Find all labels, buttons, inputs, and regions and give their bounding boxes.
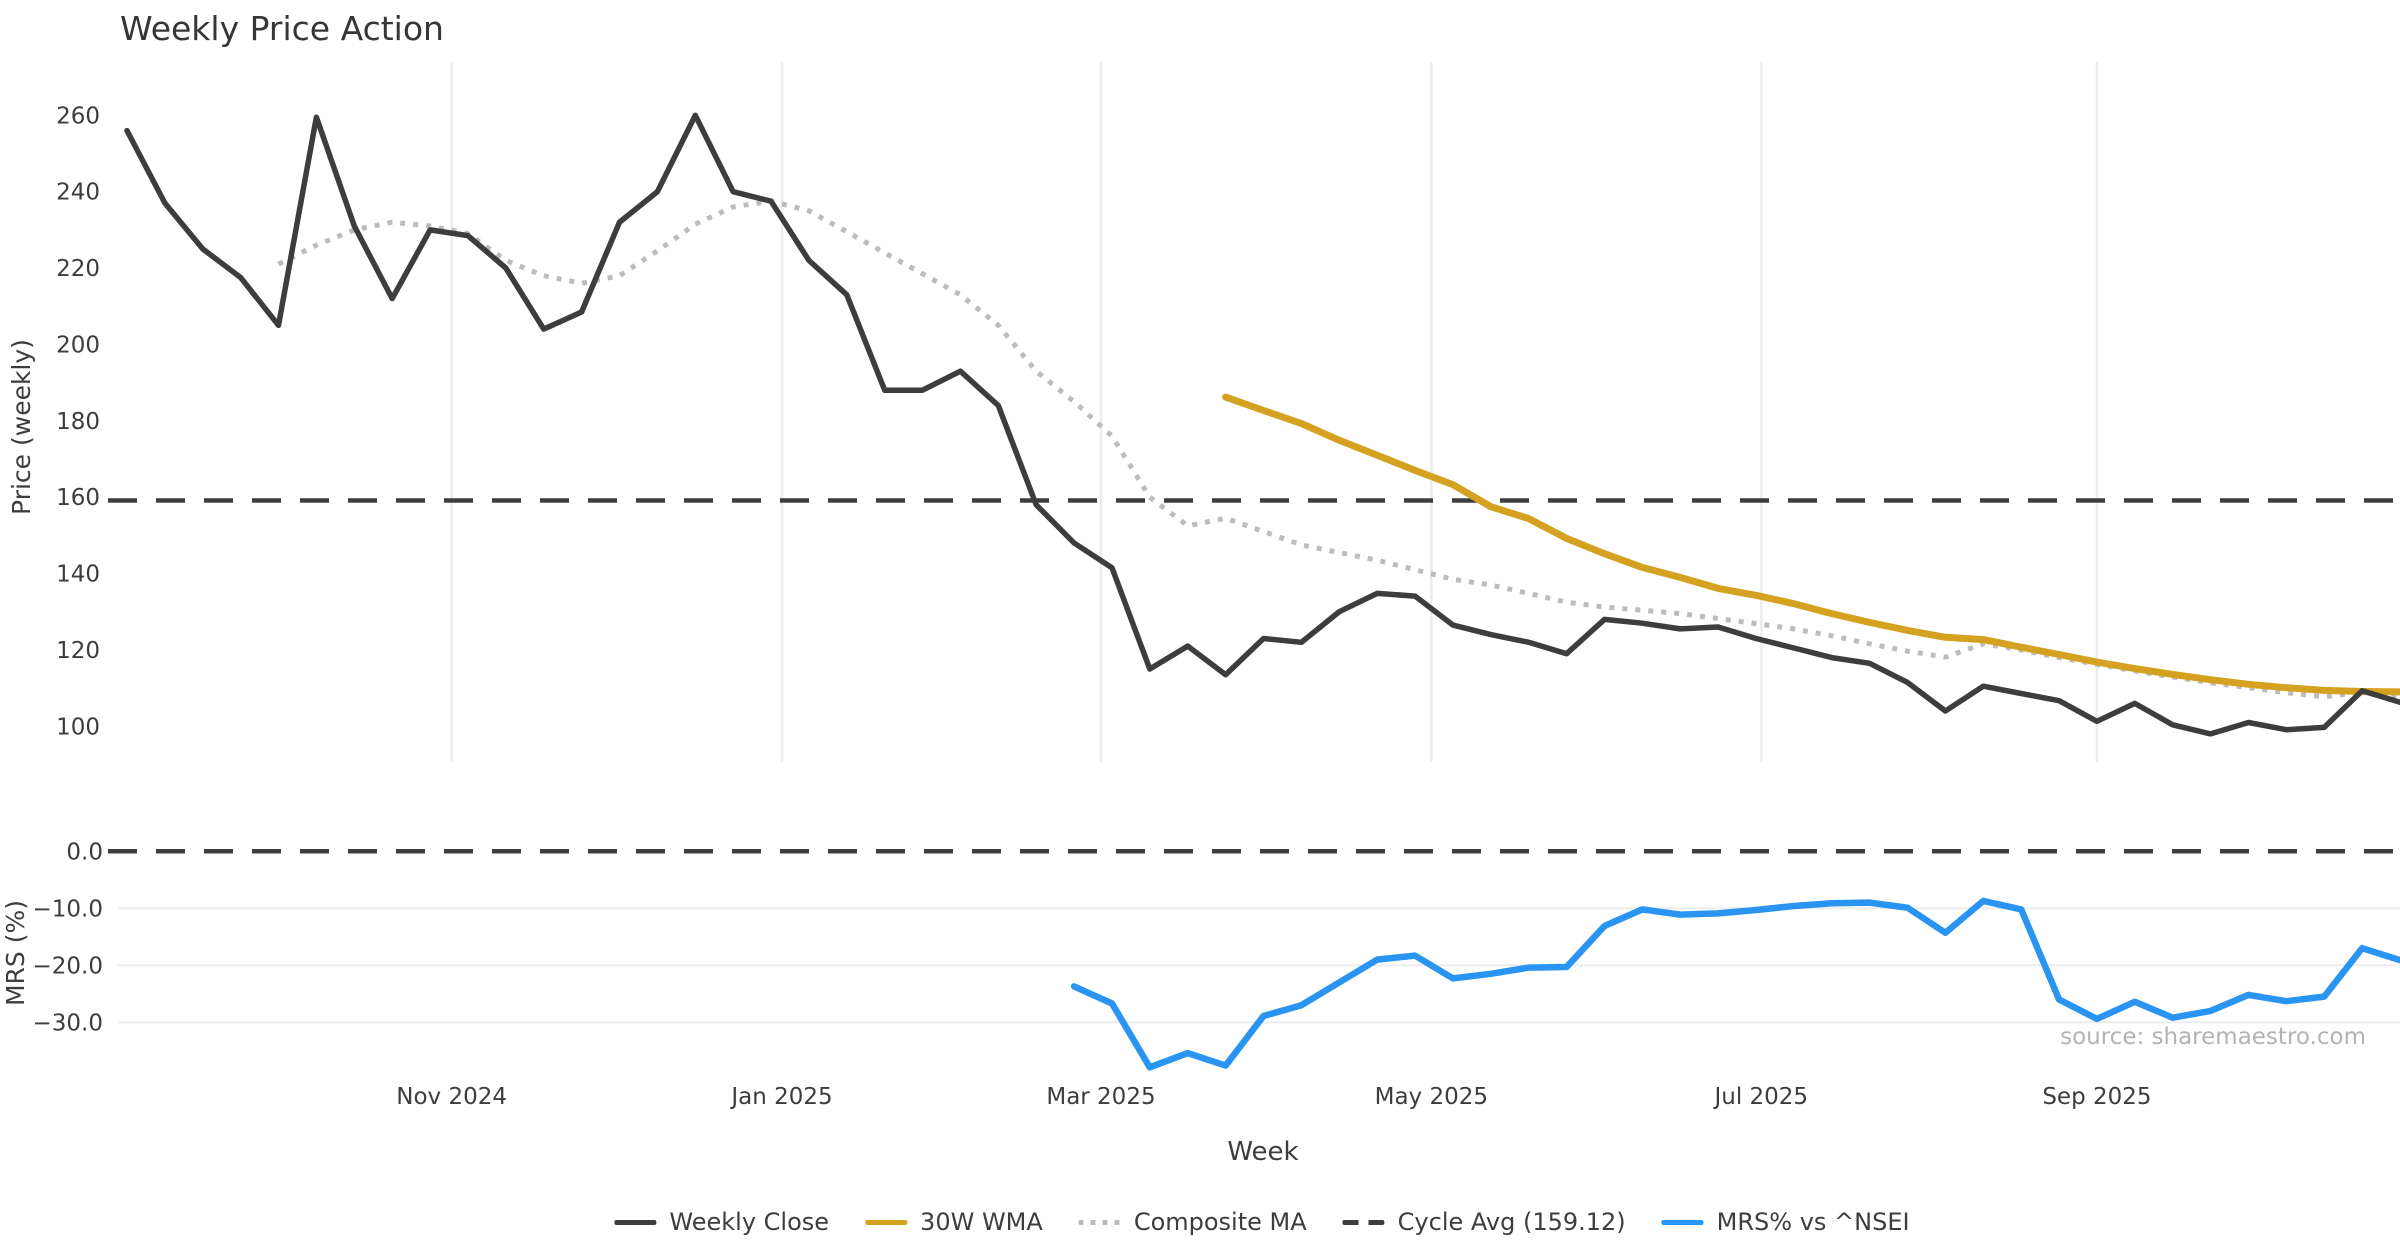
legend-label: Cycle Avg (159.12) bbox=[1397, 1208, 1626, 1236]
legend-item-composite-ma: Composite MA bbox=[1078, 1208, 1307, 1236]
price-tick-label: 160 bbox=[56, 485, 100, 511]
mrs-tick-label: −30.0 bbox=[33, 1010, 103, 1036]
legend-item-30w-wma: 30W WMA bbox=[865, 1208, 1043, 1236]
legend-label: 30W WMA bbox=[920, 1208, 1043, 1236]
price-tick-label: 260 bbox=[56, 103, 100, 129]
weekly-close-swatch-icon bbox=[614, 1219, 657, 1225]
legend-label: Weekly Close bbox=[669, 1208, 830, 1236]
legend-label: MRS% vs ^NSEI bbox=[1716, 1208, 1910, 1236]
price-tick-label: 140 bbox=[56, 562, 100, 588]
source-note: source: sharemaestro.com bbox=[2060, 1024, 2366, 1050]
chart-title: Weekly Price Action bbox=[120, 9, 444, 48]
cycle-avg-swatch-icon bbox=[1342, 1219, 1385, 1225]
month-tick-label: Sep 2025 bbox=[2042, 1084, 2151, 1110]
price-tick-label: 100 bbox=[56, 714, 100, 740]
wma-30w-line bbox=[1222, 393, 2400, 696]
price-tick-label: 200 bbox=[56, 332, 100, 358]
mrs-line bbox=[1070, 897, 2400, 1071]
month-tick-label: May 2025 bbox=[1375, 1084, 1488, 1110]
weekly-close-line bbox=[124, 112, 2400, 737]
legend-item-cycle-avg: Cycle Avg (159.12) bbox=[1342, 1208, 1626, 1236]
legend-label: Composite MA bbox=[1133, 1208, 1307, 1236]
chart-legend: Weekly Close 30W WMA Composite MA Cycle … bbox=[614, 1208, 1910, 1236]
month-tick-label: Jan 2025 bbox=[729, 1084, 832, 1110]
mrs-axis-label: MRS (%) bbox=[1, 900, 30, 1006]
month-tick-label: Mar 2025 bbox=[1046, 1084, 1155, 1110]
week-axis-label: Week bbox=[1227, 1137, 1298, 1167]
month-tick-label: Nov 2024 bbox=[396, 1084, 507, 1110]
price-tick-label: 180 bbox=[56, 409, 100, 435]
price-tick-label: 220 bbox=[56, 256, 100, 282]
price-axis-label: Price (weekly) bbox=[7, 339, 36, 515]
mrs-tick-label: −20.0 bbox=[33, 953, 103, 979]
legend-item-weekly-close: Weekly Close bbox=[614, 1208, 829, 1236]
mrs-tick-label: 0.0 bbox=[66, 839, 103, 865]
price-tick-label: 240 bbox=[56, 180, 100, 206]
price-tick-label: 120 bbox=[56, 638, 100, 664]
mrs-tick-label: −10.0 bbox=[33, 896, 103, 922]
wma-swatch-icon bbox=[865, 1219, 908, 1225]
composite-ma-swatch-icon bbox=[1078, 1219, 1121, 1225]
mrs-swatch-icon bbox=[1661, 1219, 1704, 1225]
legend-item-mrs: MRS% vs ^NSEI bbox=[1661, 1208, 1910, 1236]
month-tick-label: Jul 2025 bbox=[1712, 1084, 1808, 1110]
